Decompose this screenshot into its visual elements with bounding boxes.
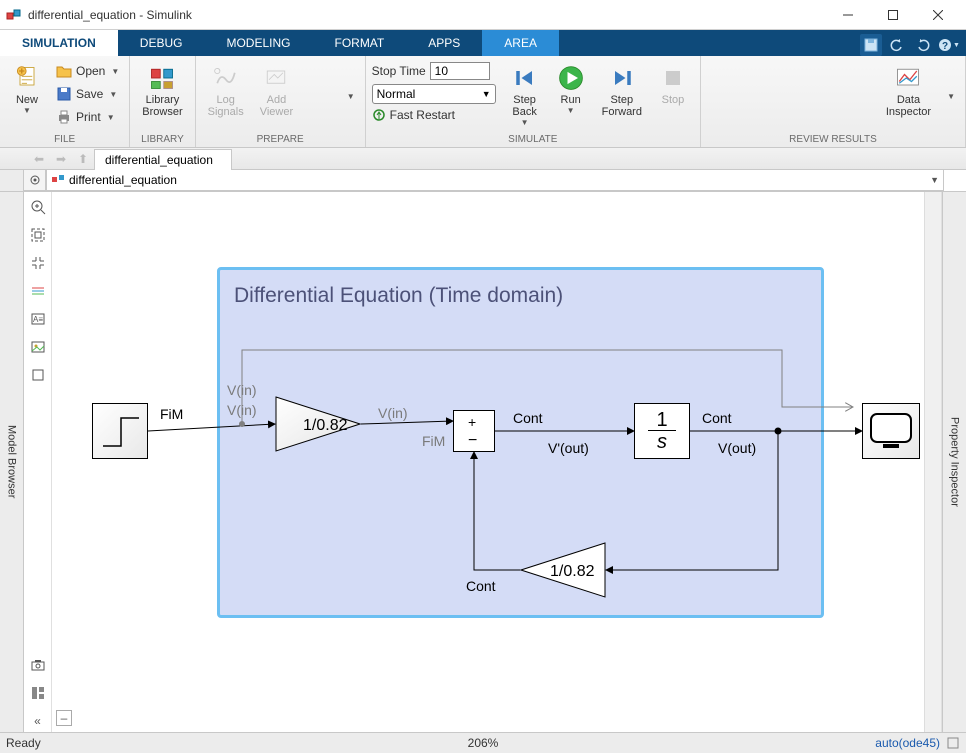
titlebar: differential_equation - Simulink [0, 0, 966, 30]
qat-undo-button[interactable] [886, 34, 908, 56]
fit-to-view-icon[interactable] [27, 224, 49, 246]
canvas-scrollbar[interactable] [924, 192, 941, 732]
block-sum[interactable]: +− [453, 410, 495, 452]
workarea: Model Browser A≡ « Differential Equation… [0, 192, 966, 732]
canvas-toolbar: A≡ « [24, 192, 52, 732]
signal-label-fim: FiM [160, 406, 183, 422]
area-icon[interactable] [27, 364, 49, 386]
add-viewer-button[interactable]: Add Viewer [254, 60, 299, 130]
review-expand-button[interactable]: ▼ [941, 85, 959, 107]
annotation-icon[interactable]: A≡ [27, 308, 49, 330]
block-step[interactable] [92, 403, 148, 459]
tab-debug[interactable]: DEBUG [118, 30, 205, 56]
window-title: differential_equation - Simulink [28, 8, 825, 22]
block-scope[interactable] [862, 403, 920, 459]
statusbar: Ready 206% auto(ode45) [0, 732, 966, 753]
status-left: Ready [6, 736, 41, 750]
nav-forward-button[interactable]: ➡ [50, 149, 72, 169]
svg-text:1/0.82: 1/0.82 [550, 563, 595, 580]
step-back-button[interactable]: Step Back▼ [504, 60, 546, 130]
ribbon-label-review: REVIEW RESULTS [707, 132, 959, 145]
status-solver[interactable]: auto(ode45) [875, 736, 940, 750]
model-browser-rail[interactable]: Model Browser [0, 192, 24, 732]
qat-help-button[interactable]: ?▼ [938, 34, 960, 56]
new-button[interactable]: New▼ [6, 60, 48, 130]
ribbon: New▼ Open▼ Save▼ Print▼ FILE Library Bro… [0, 56, 966, 148]
zoom-in-icon[interactable] [27, 196, 49, 218]
editor-tabbar: ⬅ ➡ ⬆ differential_equation [0, 148, 966, 170]
sum-out-label-bottom: V'(out) [548, 440, 589, 456]
tab-simulation[interactable]: SIMULATION [0, 30, 118, 56]
close-button[interactable] [915, 0, 960, 29]
collapse-toolbar-icon[interactable]: « [27, 710, 49, 732]
breadcrumb-bar: differential_equation ▼ [0, 170, 966, 192]
log-signals-button[interactable]: Log Signals [202, 60, 250, 130]
int-out-label-bottom: V(out) [718, 440, 756, 456]
sum-out-label-top: Cont [513, 410, 543, 426]
app-icon [6, 7, 22, 23]
svg-text:?: ? [942, 41, 948, 52]
ribbon-label-simulate: SIMULATE [372, 132, 694, 145]
ribbon-group-review: Data Inspector ▼ REVIEW RESULTS [701, 56, 966, 147]
save-button[interactable]: Save▼ [52, 83, 123, 105]
status-zoom[interactable]: 206% [468, 736, 499, 750]
sample-time-icon[interactable] [27, 280, 49, 302]
ribbon-label-prepare: PREPARE [202, 132, 359, 145]
nav-back-button[interactable]: ⬅ [28, 149, 50, 169]
sum-in2-label: FiM [422, 433, 445, 449]
open-button[interactable]: Open▼ [52, 60, 123, 82]
data-inspector-button[interactable]: Data Inspector [880, 60, 937, 130]
run-button[interactable]: Run▼ [550, 60, 592, 130]
prepare-expand-button[interactable]: ▼ [341, 85, 359, 107]
editor-tab[interactable]: differential_equation [94, 149, 232, 170]
breadcrumb-path[interactable]: differential_equation ▼ [46, 170, 944, 191]
print-button[interactable]: Print▼ [52, 106, 123, 128]
maximize-button[interactable] [870, 0, 915, 29]
perspectives-icon[interactable] [27, 682, 49, 704]
block-gain1[interactable]: 1/0.82 [275, 396, 361, 452]
tab-format[interactable]: FORMAT [312, 30, 406, 56]
property-inspector-rail[interactable]: Property Inspector [942, 192, 966, 732]
tab-modeling[interactable]: MODELING [204, 30, 312, 56]
library-browser-button[interactable]: Library Browser [136, 60, 188, 130]
tab-apps[interactable]: APPS [406, 30, 482, 56]
svg-text:+: + [468, 414, 476, 430]
gain1-in-label-top: V(in) [227, 382, 257, 398]
svg-text:A≡: A≡ [32, 315, 42, 324]
ribbon-group-library: Library Browser LIBRARY [130, 56, 195, 147]
image-icon[interactable] [27, 336, 49, 358]
int-out-label-top: Cont [702, 410, 732, 426]
block-gain2[interactable]: 1/0.82 [520, 542, 606, 598]
stop-time-input[interactable] [430, 62, 490, 80]
svg-text:1/0.82: 1/0.82 [303, 417, 348, 434]
block-integrator[interactable]: 1s [634, 403, 690, 459]
zoom-normal-icon[interactable] [27, 252, 49, 274]
gain1-in-label-bottom: V(in) [227, 402, 257, 418]
gain2-out-label: Cont [466, 578, 496, 594]
ribbon-group-file: New▼ Open▼ Save▼ Print▼ FILE [0, 56, 130, 147]
annotation-title: Differential Equation (Time domain) [234, 284, 563, 308]
sim-mode-select[interactable]: Normal▼ [372, 84, 496, 104]
ribbon-group-simulate: Stop Time Normal▼ Fast Restart Step Back… [366, 56, 701, 147]
model-canvas[interactable]: Differential Equation (Time domain) FiM … [52, 192, 942, 732]
step-forward-button[interactable]: Step Forward [596, 60, 648, 130]
nav-up-button[interactable]: ⬆ [72, 149, 94, 169]
svg-text:−: − [468, 432, 477, 449]
explorer-bar-toggle[interactable]: – [56, 710, 72, 726]
fast-restart-button[interactable]: Fast Restart [372, 108, 496, 122]
ribbon-label-file: FILE [6, 132, 123, 145]
tab-area[interactable]: AREA [482, 30, 559, 56]
stop-button[interactable]: Stop [652, 60, 694, 130]
ribbon-tabstrip: SIMULATION DEBUG MODELING FORMAT APPS AR… [0, 30, 966, 56]
qat-redo-button[interactable] [912, 34, 934, 56]
solver-settings-icon[interactable] [946, 736, 960, 750]
ribbon-label-library: LIBRARY [136, 132, 188, 145]
qat-save-button[interactable] [860, 34, 882, 56]
minimize-button[interactable] [825, 0, 870, 29]
screenshot-icon[interactable] [27, 654, 49, 676]
ribbon-group-prepare: Log Signals Add Viewer ▼ PREPARE [196, 56, 366, 147]
stop-time-label: Stop Time [372, 64, 426, 78]
breadcrumb-toggle-button[interactable] [24, 170, 46, 191]
gain1-out-label: V(in) [378, 405, 408, 421]
